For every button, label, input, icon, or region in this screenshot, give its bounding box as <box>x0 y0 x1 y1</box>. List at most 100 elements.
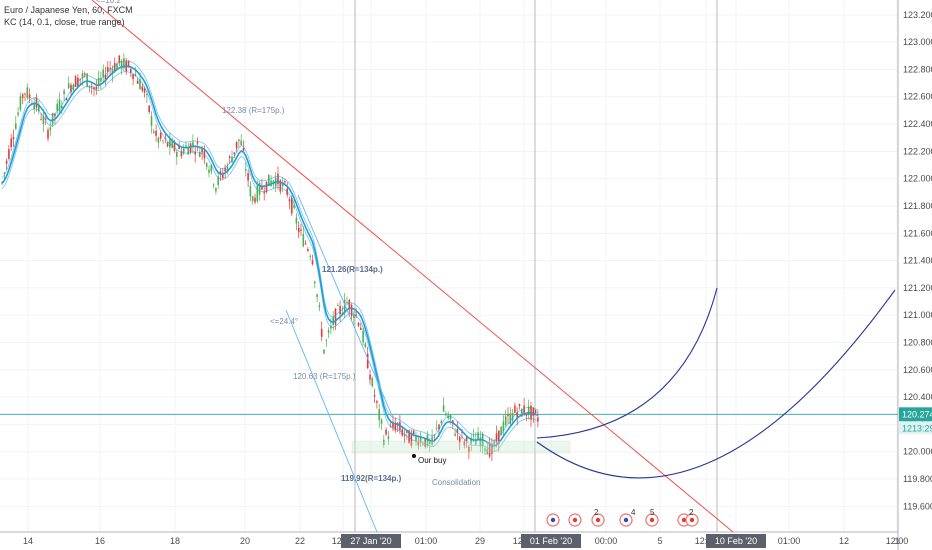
candle-body <box>403 434 406 436</box>
candle-body <box>90 86 93 88</box>
candle-body <box>277 173 279 185</box>
chart-legend: Euro / Japanese Yen, 60, FXCM KC (14, 0.… <box>4 4 133 28</box>
candle-body <box>178 145 180 149</box>
time-tick-label: 16 <box>95 536 105 546</box>
candle-body <box>224 168 226 172</box>
candle-body <box>532 407 535 416</box>
candle-body <box>465 437 468 442</box>
candle-body <box>509 413 512 424</box>
descending-trend-line <box>91 0 734 533</box>
candle-body <box>192 142 194 147</box>
candle-body <box>171 140 173 148</box>
candle-body <box>521 409 523 417</box>
candle-body <box>507 414 509 416</box>
candle-body <box>251 196 254 201</box>
candle-body <box>302 234 305 247</box>
candle-body <box>132 74 134 80</box>
candle-body <box>265 181 268 193</box>
candle-body <box>258 183 261 195</box>
candle-body <box>387 436 390 439</box>
candle-body <box>279 180 282 192</box>
candle-body <box>454 433 456 436</box>
candle-body <box>475 440 477 445</box>
candle-body <box>449 414 452 420</box>
candle-body <box>456 428 459 433</box>
candle-body <box>118 55 121 63</box>
candle-body <box>153 131 155 133</box>
candle-body <box>86 73 88 87</box>
channel-top-annotation: 121.26(R=134p.) <box>322 265 383 274</box>
candle-body <box>346 302 348 304</box>
candle-body <box>169 138 171 148</box>
candle-body <box>486 449 489 455</box>
time-tick-label: 20 <box>240 536 250 546</box>
candle-body <box>109 68 111 70</box>
candle-body <box>500 426 502 436</box>
our-buy-marker <box>412 454 416 458</box>
time-tick-label: 00:00 <box>595 536 618 546</box>
candle-body <box>364 343 367 348</box>
time-tick-label: 12:00 <box>886 536 909 546</box>
countdown-prefix-label: 12 <box>902 423 912 433</box>
event-count-label: 5 <box>650 508 655 517</box>
candle-body <box>215 188 217 192</box>
candle-body <box>511 413 514 421</box>
candle-body <box>238 139 240 142</box>
price-tick-label: 119.600 <box>903 501 932 511</box>
candle-body <box>385 429 387 435</box>
price-tick-label: 121.000 <box>903 310 932 320</box>
candle-body <box>327 330 330 333</box>
candle-body <box>362 330 364 343</box>
time-tick-label: 12 <box>839 536 849 546</box>
candle-body <box>100 78 102 82</box>
candle-body <box>65 98 68 101</box>
price-tick-label: 121.400 <box>903 256 932 266</box>
candle-body <box>314 281 316 284</box>
candle-body <box>176 151 178 157</box>
candle-body <box>527 406 530 416</box>
candle-body <box>24 93 26 95</box>
candle-body <box>40 119 42 120</box>
candle-body <box>247 173 249 181</box>
price-tick-label: 122.400 <box>903 119 932 129</box>
time-highlight-badge <box>706 534 766 548</box>
event-count-label: 2 <box>594 508 599 517</box>
candle-body <box>504 416 507 425</box>
price-tick-label: 120.400 <box>903 392 932 402</box>
candle-body <box>348 299 351 310</box>
candle-body <box>325 340 328 342</box>
candle-body <box>309 256 311 257</box>
channel-upper-line <box>297 194 394 419</box>
candle-body <box>10 138 12 147</box>
candle-body <box>366 353 369 369</box>
consolidation-annotation: Consolidation <box>432 478 480 487</box>
candle-body <box>445 413 447 416</box>
candle-body <box>332 317 334 325</box>
price-tick-label: 120.800 <box>903 338 932 348</box>
candle-body <box>196 141 199 144</box>
candle-body <box>468 446 470 453</box>
price-tick-label: 121.800 <box>903 201 932 211</box>
candle-body <box>222 174 224 178</box>
time-tick-label: 1 <box>894 536 899 546</box>
candle-body <box>376 400 378 403</box>
candle-body <box>373 395 376 397</box>
candle-body <box>380 419 383 424</box>
time-tick-label: 01:00 <box>778 536 801 546</box>
candle-body <box>419 437 422 443</box>
candle-body <box>525 414 528 416</box>
candle-body <box>228 156 231 158</box>
candle-body <box>3 172 6 174</box>
candle-body <box>311 260 314 265</box>
candle-body <box>21 94 24 98</box>
time-tick-label: 22 <box>295 536 305 546</box>
candle-body <box>438 424 440 430</box>
candle-body <box>116 63 118 70</box>
candle-body <box>17 112 19 115</box>
candle-body <box>233 152 236 155</box>
candle-body <box>93 87 95 89</box>
candle-body <box>440 420 443 423</box>
candle-body <box>318 305 321 308</box>
candle-body <box>12 137 15 140</box>
